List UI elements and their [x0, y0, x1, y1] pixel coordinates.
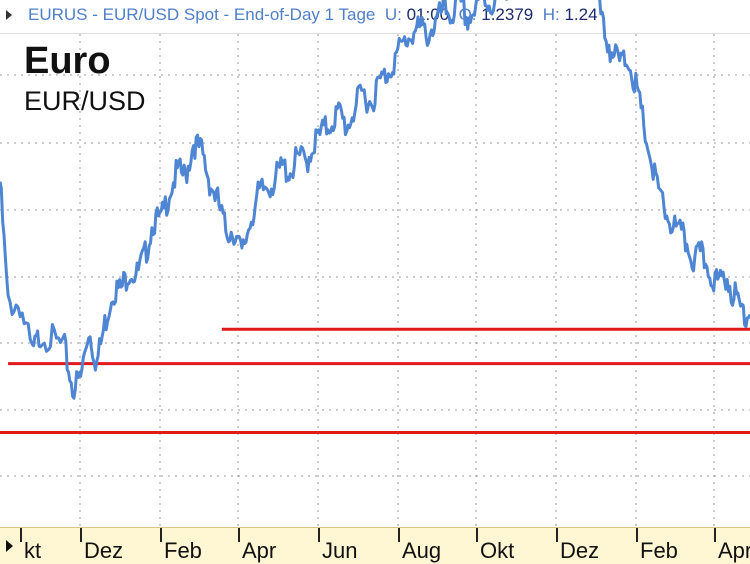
x-axis: kt Dez Feb Apr Jun Aug Okt Dez Feb Apr [0, 527, 750, 564]
symbol: EURUS [28, 5, 88, 24]
description: EUR/USD Spot - End-of-Day 1 Tage [102, 5, 376, 24]
x-tick-label: Aug [402, 538, 442, 563]
x-tick [20, 528, 22, 542]
x-tick-label: Jun [322, 538, 358, 563]
x-tick [636, 528, 638, 542]
chart-title: Euro [24, 40, 111, 82]
x-tick-label: Dez [84, 538, 124, 563]
expand-arrow-icon[interactable] [6, 10, 12, 20]
x-tick [318, 528, 320, 542]
x-tick-label: Dez [560, 538, 600, 563]
series-layer [0, 0, 750, 400]
h-label: H: [542, 5, 560, 24]
x-tick-label: Feb [640, 538, 678, 563]
u-label: U: [384, 5, 402, 24]
x-tick [238, 528, 240, 542]
x-tick [80, 528, 82, 542]
scroll-left-arrow-icon[interactable] [6, 540, 13, 552]
x-tick-label: Okt [480, 538, 515, 563]
x-tick [476, 528, 478, 542]
x-tick [160, 528, 162, 542]
support-lines [0, 327, 750, 435]
chart-subtitle: EUR/USD [24, 86, 146, 116]
x-tick [398, 528, 400, 542]
x-tick [556, 528, 558, 542]
h-value: 1.24 [564, 5, 598, 24]
x-tick-label: kt [24, 538, 42, 563]
x-tick-label: Feb [164, 538, 202, 563]
x-tick-label: Apr [242, 538, 277, 563]
price-series-line [0, 0, 750, 400]
x-tick-label: Apr [718, 538, 750, 563]
x-tick [714, 528, 716, 542]
